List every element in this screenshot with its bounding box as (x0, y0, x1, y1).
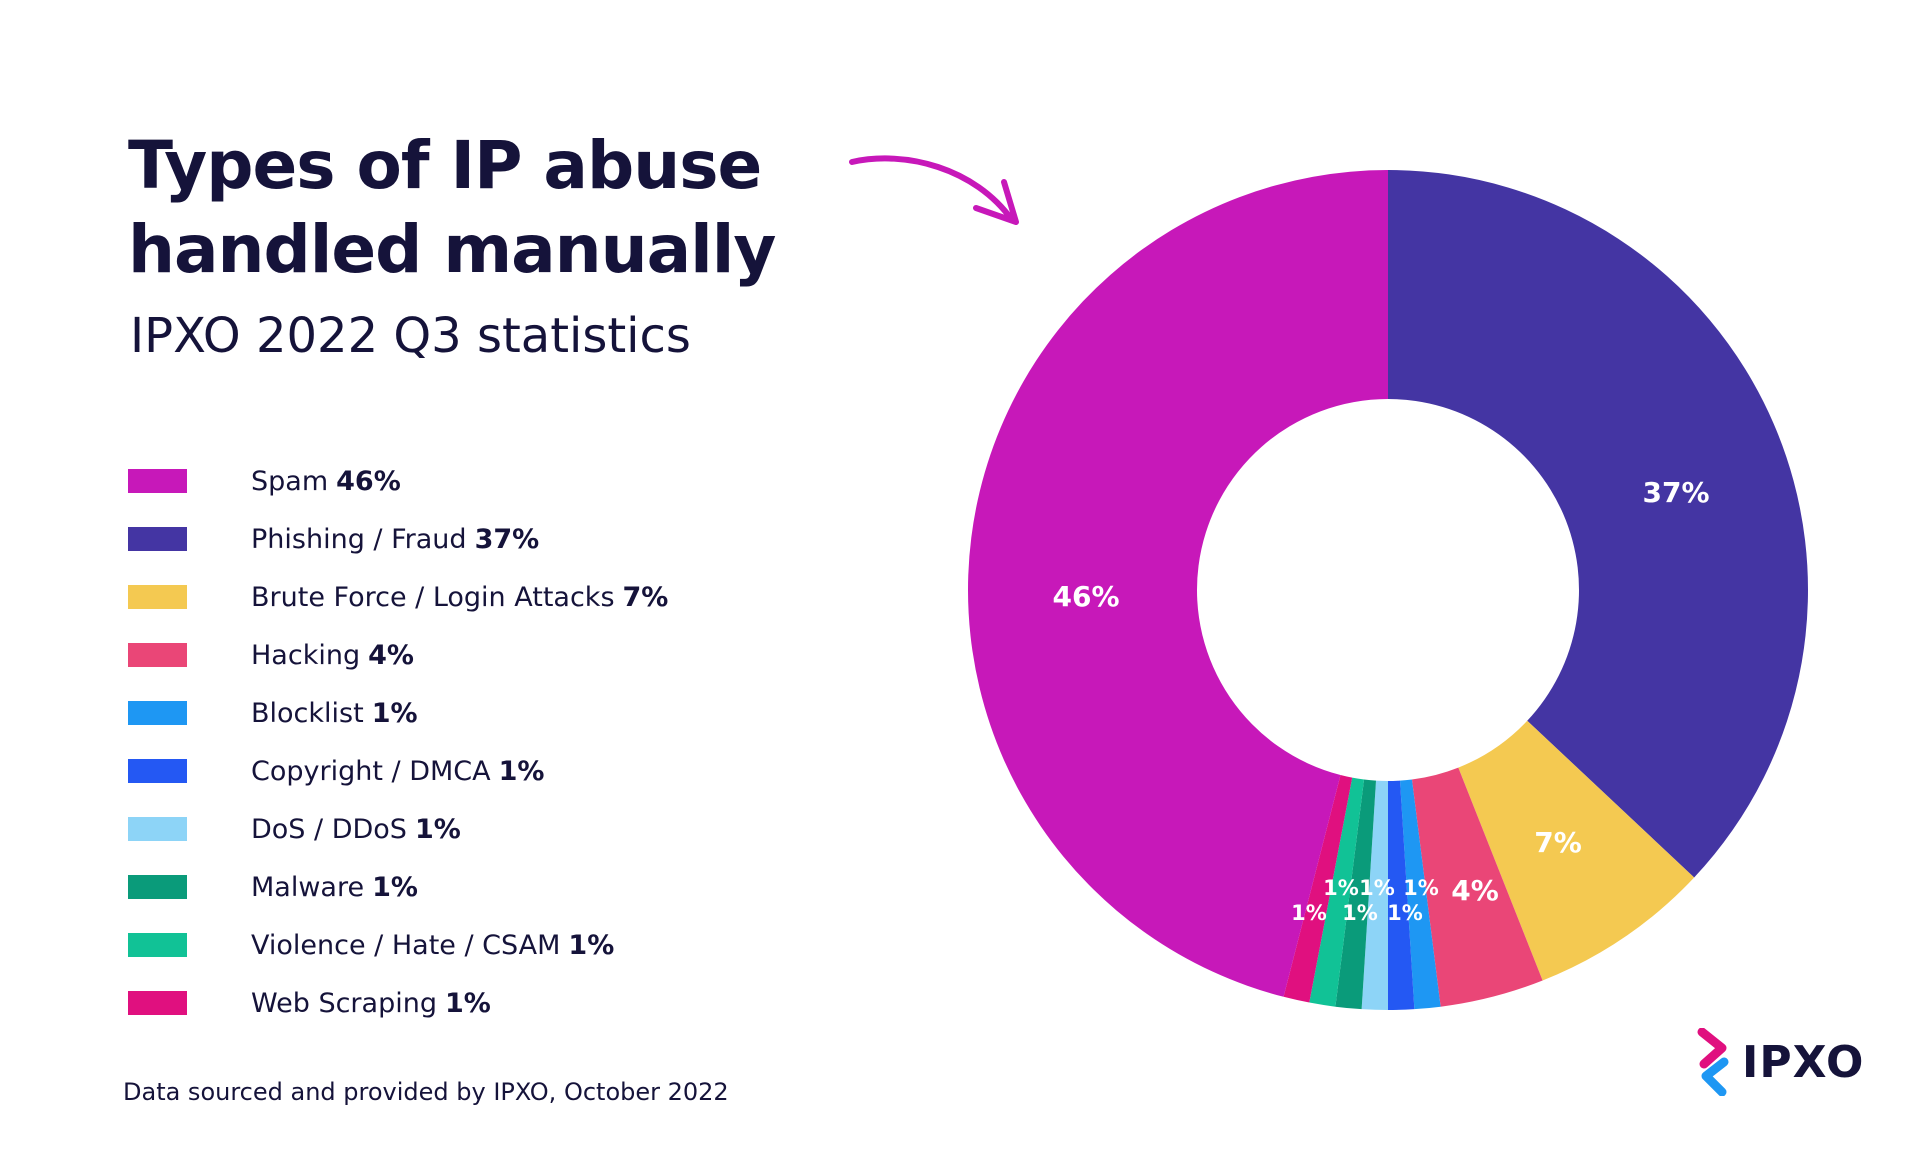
legend-item-brute-force-login-attacks: Brute Force / Login Attacks 7% (128, 568, 668, 626)
legend-label: Copyright / DMCA (251, 755, 491, 787)
legend-label: Brute Force / Login Attacks (251, 581, 615, 613)
legend-label: Web Scraping (251, 987, 437, 1019)
legend-swatch (128, 759, 187, 783)
legend-value: 46% (336, 465, 401, 497)
legend-item-hacking: Hacking 4% (128, 626, 668, 684)
ipxo-logo-mark-icon (1697, 1028, 1729, 1096)
slice-label-dos-ddos: 1% (1359, 876, 1395, 900)
legend-swatch (128, 585, 187, 609)
slice-dos-ddos (1361, 780, 1388, 1010)
legend-value: 1% (414, 813, 461, 845)
legend-label: Malware (251, 871, 365, 903)
legend-value: 1% (444, 987, 491, 1019)
slice-brute-force-login-attacks (1458, 720, 1695, 981)
slice-label-web-scraping: 1% (1291, 901, 1327, 925)
legend-label: Blocklist (251, 697, 364, 729)
slice-label-blocklist: 1% (1403, 876, 1439, 900)
donut-slices (967, 170, 1809, 1010)
chart-legend: Spam 46% Phishing / Fraud 37% Brute Force / … (128, 452, 668, 1032)
ipxo-logo: IPXO (1694, 1028, 1864, 1096)
slice-phishing-fraud (1388, 170, 1809, 878)
slice-label-brute-force-login-attacks: 7% (1534, 826, 1582, 859)
legend-value: 1% (568, 929, 615, 961)
slice-label-hacking: 4% (1451, 874, 1499, 907)
legend-item-web-scraping: Web Scraping 1% (128, 974, 668, 1032)
legend-swatch (128, 817, 187, 841)
source-note: Data sourced and provided by IPXO, Octob… (123, 1078, 729, 1106)
legend-value: 4% (368, 639, 414, 671)
slice-blocklist (1399, 779, 1441, 1010)
legend-value: 37% (474, 523, 540, 555)
slice-violence-hate-csam (1309, 777, 1365, 1007)
legend-item-spam: Spam 46% (128, 452, 668, 510)
slice-label-phishing-fraud: 37% (1642, 476, 1709, 509)
legend-swatch (128, 875, 187, 899)
legend-swatch (128, 933, 187, 957)
chart-subtitle: IPXO 2022 Q3 statistics (130, 308, 691, 364)
slice-label-spam: 46% (1052, 580, 1119, 613)
legend-item-blocklist: Blocklist 1% (128, 684, 668, 742)
slice-malware (1335, 779, 1377, 1010)
legend-label: Phishing / Fraud (251, 523, 467, 555)
legend-item-dos-ddos: DoS / DDoS 1% (128, 800, 668, 858)
legend-value: 1% (371, 697, 418, 729)
donut-slice-labels: 37%7%4%1%1%1%1%1%1%46% (1052, 476, 1709, 925)
legend-swatch (128, 991, 187, 1015)
legend-label: Violence / Hate / CSAM (251, 929, 561, 961)
legend-item-phishing-fraud: Phishing / Fraud 37% (128, 510, 668, 568)
legend-value: 1% (498, 755, 545, 787)
slice-web-scraping (1283, 774, 1353, 1003)
legend-value: 7% (622, 581, 669, 613)
legend-item-malware: Malware 1% (128, 858, 668, 916)
slice-label-violence-hate-csam: 1% (1323, 876, 1359, 900)
legend-swatch (128, 469, 187, 493)
slice-label-malware: 1% (1342, 901, 1378, 925)
legend-item-copyright-dmca: Copyright / DMCA 1% (128, 742, 668, 800)
legend-label: Spam (251, 465, 329, 497)
legend-label: Hacking (251, 639, 361, 671)
legend-swatch (128, 643, 187, 667)
slice-copyright-dmca (1388, 780, 1415, 1010)
legend-label: DoS / DDoS (251, 813, 407, 845)
chart-title: Types of IP abuse handled manually (128, 124, 776, 292)
legend-item-violence-hate-csam: Violence / Hate / CSAM 1% (128, 916, 668, 974)
slice-spam (967, 170, 1388, 997)
legend-swatch (128, 527, 187, 551)
chart-title-line-2: handled manually (128, 211, 776, 288)
legend-swatch (128, 701, 187, 725)
legend-value: 1% (372, 871, 418, 903)
slice-hacking (1411, 767, 1543, 1007)
chart-title-line-1: Types of IP abuse (128, 127, 762, 204)
ipxo-logo-wordmark: IPXO (1742, 1036, 1865, 1088)
pointer-arrow-icon (849, 155, 1019, 225)
slice-label-copyright-dmca: 1% (1387, 901, 1423, 925)
